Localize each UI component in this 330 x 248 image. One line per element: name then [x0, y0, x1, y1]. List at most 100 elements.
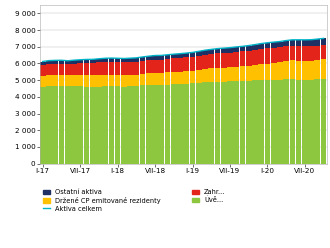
- Bar: [296, 61, 302, 80]
- Bar: [127, 75, 133, 86]
- Bar: [77, 63, 83, 75]
- Bar: [227, 82, 233, 164]
- Bar: [171, 72, 177, 84]
- Bar: [46, 87, 52, 164]
- Bar: [140, 74, 146, 86]
- Bar: [214, 49, 220, 54]
- Bar: [58, 86, 64, 164]
- Bar: [271, 63, 277, 80]
- Bar: [171, 54, 177, 59]
- Bar: [314, 46, 320, 60]
- Bar: [289, 61, 295, 79]
- Bar: [121, 87, 127, 164]
- Bar: [109, 58, 114, 62]
- Bar: [133, 58, 139, 62]
- Bar: [115, 62, 120, 75]
- Bar: [58, 75, 64, 86]
- Bar: [146, 85, 152, 164]
- Bar: [40, 62, 46, 65]
- Bar: [65, 64, 71, 75]
- Bar: [71, 60, 77, 63]
- Bar: [258, 44, 264, 49]
- Bar: [240, 52, 245, 66]
- Bar: [183, 58, 189, 71]
- Bar: [96, 62, 102, 75]
- Bar: [140, 61, 146, 74]
- Bar: [83, 60, 89, 63]
- Bar: [221, 48, 227, 53]
- Bar: [65, 61, 71, 64]
- Bar: [296, 40, 302, 46]
- Bar: [202, 50, 208, 55]
- Bar: [240, 81, 245, 164]
- Bar: [83, 75, 89, 87]
- Bar: [115, 75, 120, 87]
- Bar: [302, 61, 308, 80]
- Bar: [321, 79, 326, 164]
- Bar: [177, 54, 183, 58]
- Bar: [71, 86, 77, 164]
- Bar: [240, 46, 245, 52]
- Bar: [258, 49, 264, 64]
- Bar: [171, 84, 177, 164]
- Bar: [90, 75, 95, 87]
- Bar: [321, 59, 326, 79]
- Bar: [308, 80, 314, 164]
- Bar: [314, 39, 320, 46]
- Bar: [321, 45, 326, 59]
- Bar: [302, 80, 308, 164]
- Bar: [52, 86, 58, 164]
- Bar: [246, 46, 251, 51]
- Bar: [177, 58, 183, 72]
- Bar: [121, 59, 127, 62]
- Bar: [77, 75, 83, 87]
- Bar: [214, 82, 220, 164]
- Bar: [183, 53, 189, 58]
- Bar: [152, 85, 158, 164]
- Bar: [171, 59, 177, 72]
- Bar: [208, 82, 214, 164]
- Bar: [65, 86, 71, 164]
- Bar: [258, 64, 264, 80]
- Bar: [214, 68, 220, 82]
- Bar: [71, 63, 77, 75]
- Bar: [133, 86, 139, 164]
- Bar: [90, 87, 95, 164]
- Bar: [146, 73, 152, 85]
- Bar: [165, 72, 170, 85]
- Bar: [233, 67, 239, 81]
- Bar: [314, 60, 320, 79]
- Bar: [152, 56, 158, 60]
- Bar: [308, 61, 314, 80]
- Bar: [165, 59, 170, 72]
- Bar: [109, 86, 114, 164]
- Bar: [258, 80, 264, 164]
- Bar: [102, 62, 108, 75]
- Bar: [271, 80, 277, 164]
- Bar: [40, 76, 46, 87]
- Bar: [252, 81, 258, 164]
- Bar: [227, 48, 233, 53]
- Bar: [196, 70, 202, 83]
- Bar: [196, 83, 202, 164]
- Bar: [202, 83, 208, 164]
- Bar: [283, 79, 289, 164]
- Bar: [302, 40, 308, 46]
- Bar: [127, 86, 133, 164]
- Bar: [96, 59, 102, 62]
- Bar: [321, 38, 326, 45]
- Bar: [127, 58, 133, 62]
- Bar: [265, 48, 270, 63]
- Bar: [302, 46, 308, 61]
- Bar: [46, 75, 52, 87]
- Bar: [152, 60, 158, 73]
- Bar: [271, 48, 277, 63]
- Bar: [158, 73, 164, 85]
- Bar: [121, 75, 127, 87]
- Bar: [146, 56, 152, 60]
- Bar: [208, 54, 214, 68]
- Bar: [190, 57, 195, 71]
- Bar: [40, 65, 46, 76]
- Bar: [58, 60, 64, 63]
- Bar: [252, 65, 258, 81]
